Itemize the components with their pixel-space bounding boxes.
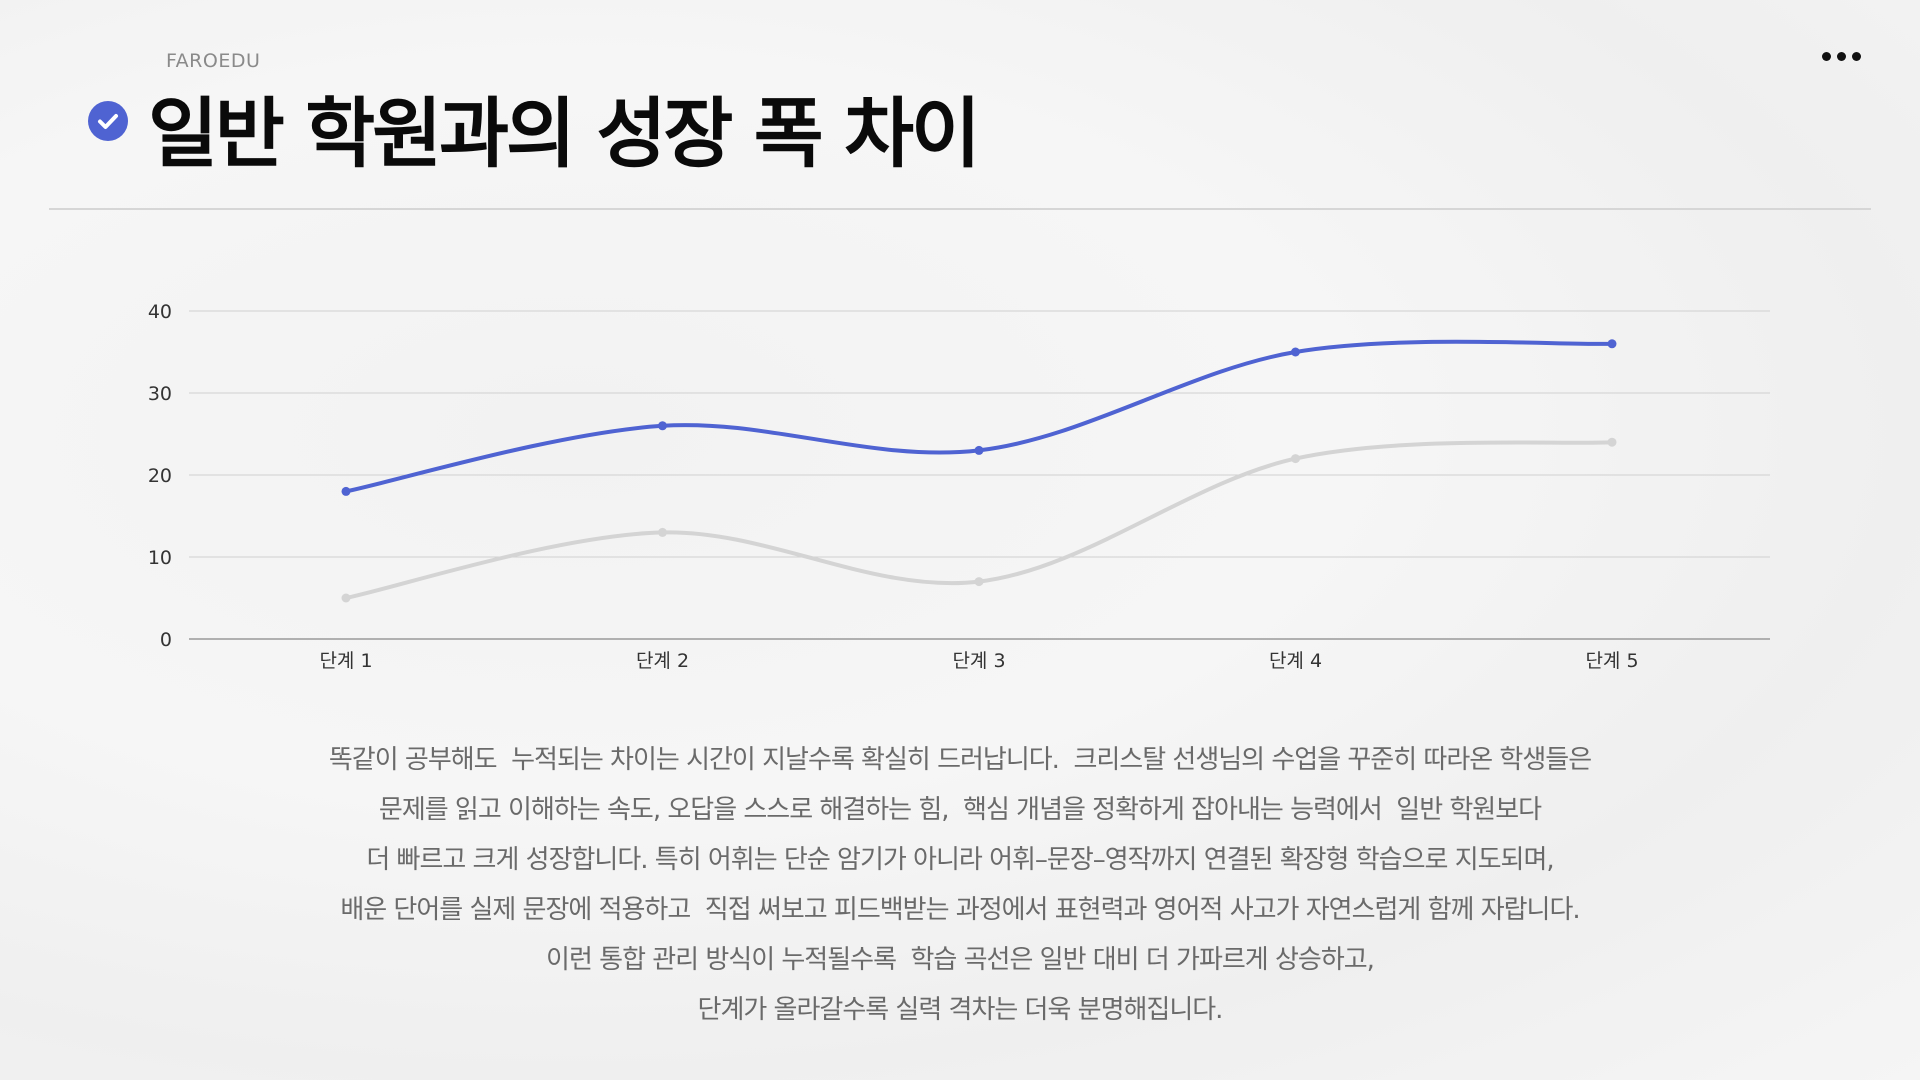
data-point [341,593,351,603]
data-point [658,421,667,431]
description-line: 단계가 올라갈수록 실력 격차는 더욱 분명해집니다. [697,995,1224,1025]
y-tick-label: 30 [148,383,172,405]
series-line-0 [345,339,1613,494]
x-tick-label: 단계 5 [1585,650,1638,672]
data-point [1607,437,1617,447]
data-point [341,486,351,496]
y-tick-label: 40 [148,301,172,323]
data-point [1607,339,1617,349]
description-line: 문제를 읽고 이해하는 속도, 오답을 스스로 해결하는 힘, 핵심 개념을 정… [378,795,1542,825]
y-tick-label: 0 [160,629,172,651]
data-point [1291,347,1300,357]
x-tick-label: 단계 4 [1269,650,1322,672]
description-line: 똑같이 공부해도 누적되는 차이는 시간이 지날수록 확실히 드러납니다. 크리… [328,745,1592,775]
y-tick-label: 10 [148,547,172,569]
description-line: 이런 통합 관리 방식이 누적될수록 학습 곡선은 일반 대비 더 가파르게 상… [546,945,1375,975]
description-line: 더 빠르고 크게 성장합니다. 특히 어휘는 단순 암기가 아니라 어휘–문장–… [366,845,1554,875]
data-point [974,445,984,455]
description-line: 배운 단어를 실제 문장에 적용하고 직접 써보고 피드백받는 과정에서 표현력… [340,895,1580,925]
data-point [974,577,984,587]
data-point [658,527,667,537]
x-tick-label: 단계 1 [319,650,372,672]
page-title: 일반 학원과의 성장 폭 차이 [148,89,981,178]
series-line-1 [345,440,1613,600]
check-circle-icon [88,101,128,141]
x-tick-label: 단계 2 [636,650,689,672]
y-tick-label: 20 [148,465,172,487]
line-chart: 0 10 20 30 40 단계 1 단계 2 단계 3 단계 4 단계 5 [148,301,1770,672]
description: 똑같이 공부해도 누적되는 차이는 시간이 지날수록 확실히 드러납니다. 크리… [0,735,1920,1035]
x-tick-label: 단계 3 [952,650,1005,672]
more-horizontal-icon[interactable] [1818,48,1865,65]
data-point [1291,454,1300,464]
divider [49,208,1871,210]
brand-label: FAROEDU [166,50,261,72]
